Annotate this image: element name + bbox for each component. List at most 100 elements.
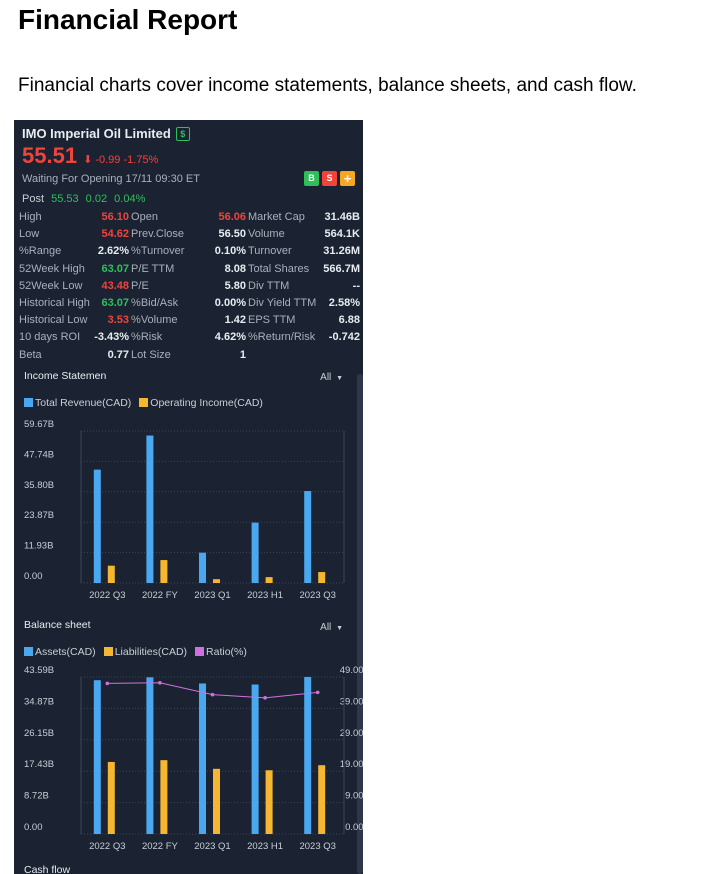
stat-label: Beta — [19, 348, 42, 361]
change-percent: -1.75% — [123, 154, 159, 166]
legend-item[interactable]: Ratio(%) — [195, 646, 247, 658]
stat-cell: Historical High 63.07 — [18, 295, 130, 312]
stat-value: 56.10 — [101, 211, 130, 223]
x-tick-label: 2022 Q3 — [89, 590, 125, 601]
legend-swatch — [139, 398, 149, 407]
price-change: ⬇ -0.99 -1.75% — [83, 153, 158, 166]
stat-cell: %Return/Risk -0.742 — [247, 329, 361, 346]
stat-cell: P/E TTM 8.08 — [130, 261, 247, 278]
legend-item[interactable]: Liabilities(CAD) — [103, 646, 187, 658]
stat-cell: Div Yield TTM 2.58% — [247, 295, 361, 312]
stat-value: -- — [352, 279, 360, 292]
stat-value: -3.43% — [94, 331, 130, 344]
stats-row: High 56.10 Open 56.06 Market Cap 31.46B — [18, 209, 361, 226]
stat-label: Open — [131, 211, 158, 223]
stat-value: 31.46B — [324, 211, 360, 223]
bar — [160, 560, 168, 583]
stat-label: 52Week High — [19, 262, 85, 275]
stat-cell: Historical Low 3.53 — [18, 312, 130, 329]
stat-label: Turnover — [248, 245, 292, 258]
x-tick-label: 2023 Q1 — [194, 590, 230, 601]
y-tick-label: 11.93B — [24, 541, 53, 552]
stock-name[interactable]: IMO Imperial Oil Limited — [22, 126, 171, 141]
stats-row: 52Week Low 43.48 P/E 5.80 Div TTM -- — [18, 278, 361, 295]
stat-label: EPS TTM — [248, 314, 296, 327]
document-title: Financial Report — [18, 4, 238, 35]
stat-label: %Bid/Ask — [131, 296, 179, 309]
stat-cell: Div TTM -- — [247, 278, 361, 295]
add-watchlist-button[interactable]: + — [340, 171, 355, 186]
stat-cell — [247, 347, 361, 364]
stat-label: Total Shares — [248, 262, 310, 275]
legend-item[interactable]: Operating Income(CAD) — [139, 397, 263, 409]
stat-cell: Lot Size 1 — [130, 347, 247, 364]
balance-filter-dropdown[interactable]: All ▼ — [320, 622, 343, 633]
bar — [199, 683, 206, 834]
income-filter-label: All — [320, 372, 332, 383]
stat-value: 8.08 — [224, 262, 246, 275]
stat-value: 566.7M — [323, 262, 360, 275]
stat-value: 63.07 — [101, 296, 130, 309]
stat-label: P/E — [131, 279, 149, 292]
income-section-title: Income Statemen — [24, 370, 107, 382]
x-tick-label: 2023 Q3 — [299, 841, 335, 852]
x-tick-label: 2023 Q3 — [299, 590, 335, 601]
stat-cell: 52Week Low 43.48 — [18, 278, 130, 295]
income-chart: 0.00 11.93B 23.87B 35.80B 47.74B 59.67B 2022 Q… — [24, 419, 345, 601]
post-change: 0.02 — [85, 193, 108, 205]
legend-item[interactable]: Assets(CAD) — [24, 646, 96, 658]
stat-value: 6.88 — [338, 314, 360, 327]
stat-label: High — [19, 211, 42, 223]
y-tick-label: 43.59B — [24, 665, 54, 676]
caret-down-icon: ▼ — [336, 375, 343, 382]
y2-tick-label: 9.00% — [345, 791, 363, 802]
stat-cell: %Bid/Ask 0.00% — [130, 295, 247, 312]
x-tick-label: 2022 FY — [142, 841, 179, 852]
scrollbar[interactable] — [357, 374, 363, 874]
y-tick-label: 26.15B — [24, 728, 54, 739]
stats-row: 10 days ROI -3.43% %Risk 4.62% %Return/Risk -… — [18, 329, 361, 346]
bar — [146, 677, 154, 834]
post-price: 55.53 — [51, 193, 79, 205]
stat-value: 564.1K — [324, 228, 360, 241]
stat-cell: Total Shares 566.7M — [247, 261, 361, 278]
stat-value: 54.62 — [101, 228, 130, 241]
bar — [251, 684, 259, 834]
stats-row: Historical High 63.07 %Bid/Ask 0.00% Div Yie… — [18, 295, 361, 312]
legend-swatch — [24, 398, 33, 407]
bar — [213, 768, 220, 834]
cashflow-section-title: Cash flow — [24, 864, 71, 874]
y2-tick-label: 0.00% — [345, 822, 363, 833]
income-legend: Total Revenue(CAD) Operating Income(CAD) — [24, 397, 263, 409]
stat-value: 43.48 — [101, 279, 130, 292]
y-tick-label: 23.87B — [24, 510, 54, 521]
bar — [107, 565, 115, 583]
stat-value: 3.53 — [107, 314, 130, 327]
stat-cell: Low 54.62 — [18, 226, 130, 243]
buy-button[interactable]: B — [304, 171, 319, 186]
stat-cell: Volume 564.1K — [247, 226, 361, 243]
ratio-point — [263, 696, 267, 700]
stat-value: 56.06 — [218, 211, 246, 223]
stat-label: Lot Size — [131, 348, 171, 361]
legend-swatch — [24, 647, 33, 656]
stat-value: 0.10% — [214, 245, 246, 258]
balance-legend: Assets(CAD) Liabilities(CAD) Ratio(%) — [24, 646, 247, 658]
legend-item[interactable]: Total Revenue(CAD) — [24, 397, 131, 409]
stat-cell: P/E 5.80 — [130, 278, 247, 295]
stat-label: Volume — [248, 228, 285, 241]
sell-button[interactable]: S — [322, 171, 337, 186]
caret-down-icon: ▼ — [336, 625, 343, 632]
ratio-point — [210, 692, 215, 697]
income-filter-dropdown[interactable]: All ▼ — [320, 372, 343, 383]
stat-value: -0.742 — [328, 331, 360, 344]
stat-value: 31.26M — [323, 245, 360, 258]
balance-chart: 0.00 0.00% 8.72B 9.00% 17.43B 19.00% 26.15B 29.… — [24, 665, 363, 852]
market-status: Waiting For Opening 17/11 09:30 ET — [22, 172, 200, 185]
stat-value: 0.77 — [107, 348, 130, 361]
bar — [107, 761, 115, 834]
bar — [318, 572, 326, 583]
stat-value: 1.42 — [224, 314, 246, 327]
stat-cell: 10 days ROI -3.43% — [18, 329, 130, 346]
dollar-badge-icon: $ — [175, 126, 190, 141]
